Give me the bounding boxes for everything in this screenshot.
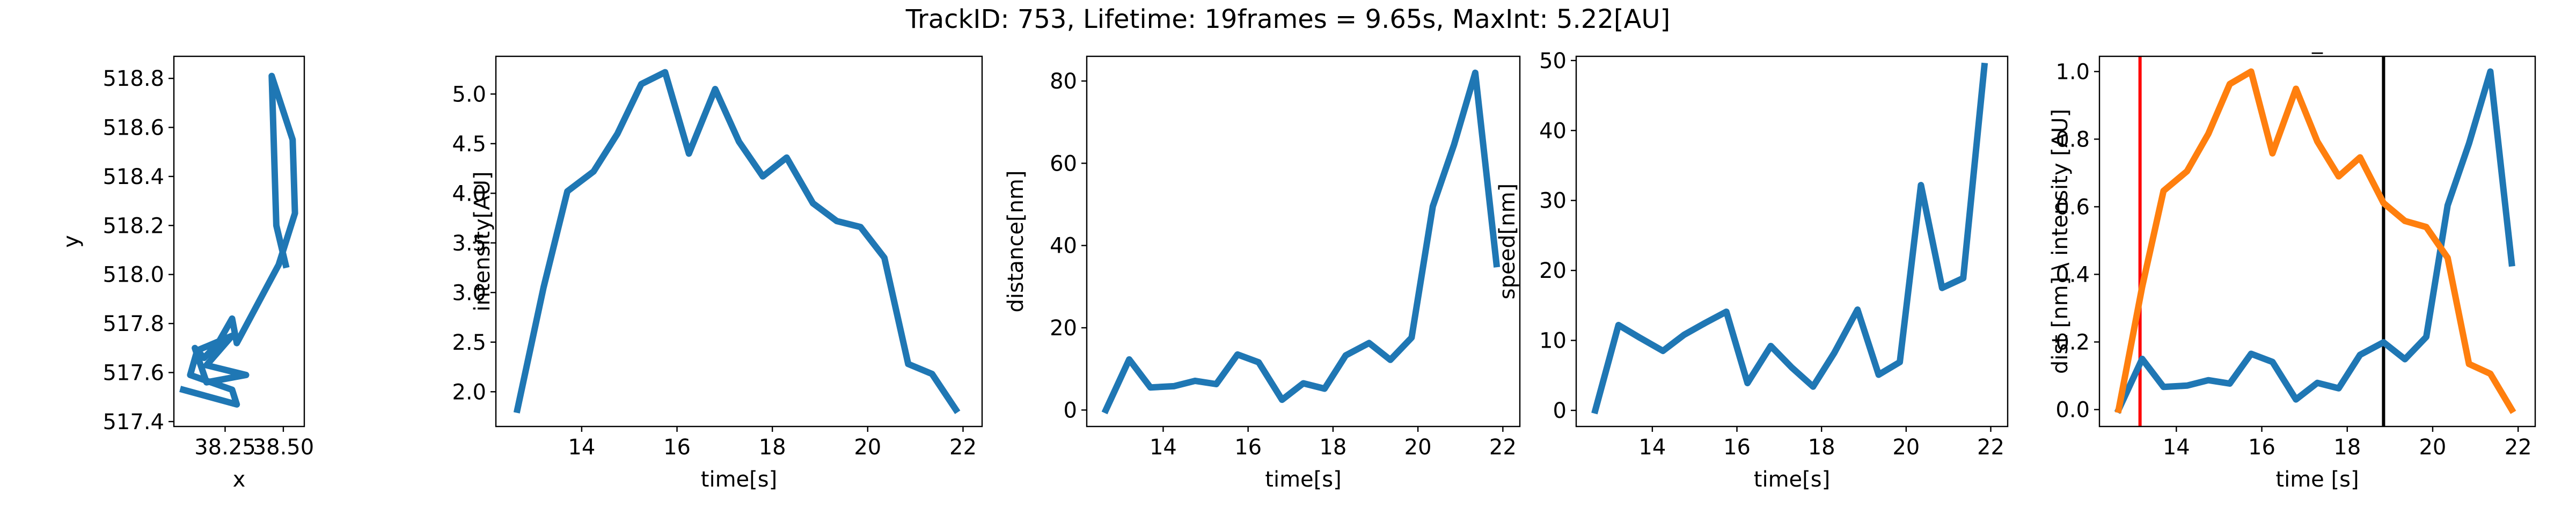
panel-4-xtick-label: 18 — [1808, 435, 1835, 460]
panel-2-xtick-label: 14 — [568, 435, 595, 460]
panel-3-ytick-label: 20 — [1050, 316, 1077, 341]
panel-5-ytick-label: 1.0 — [2055, 60, 2090, 84]
panel-2-xlabel: time[s] — [701, 467, 777, 492]
panel-3-xtick-label: 18 — [1319, 435, 1346, 460]
panel-5-ytick-label: 0.6 — [2055, 195, 2090, 219]
panel-5-xtick-label: 18 — [2333, 435, 2361, 460]
panel-3-ylabel: distance[nm] — [1004, 170, 1028, 312]
panel-3-xtick-label: 16 — [1234, 435, 1262, 460]
panel-2-xtick-label: 20 — [854, 435, 881, 460]
panel-5-ylabel: dist [nm] \ intensity [AU] — [2048, 109, 2073, 374]
panel-2-ytick-label: 3.5 — [452, 231, 486, 256]
panel-1-ytick-label: 517.4 — [103, 410, 164, 435]
panel-2-ytick-label: 2.5 — [452, 330, 486, 355]
panel-5-series-1-line — [2114, 68, 2515, 414]
panel-1-ytick-label: 518.8 — [103, 67, 164, 91]
panel-4-ytick-label: 40 — [1539, 119, 1567, 143]
panel-2-xtick-label: 22 — [949, 435, 977, 460]
panel-3-ytick-label: 80 — [1050, 69, 1077, 94]
panel-4-ytick-label: 50 — [1539, 49, 1567, 73]
panel-1-ytick-label: 517.6 — [103, 360, 164, 385]
panel-5-xtick-label: 16 — [2248, 435, 2275, 460]
panel-5-xtick-label: 14 — [2163, 435, 2190, 460]
panel-2-ylabel: intensity[AU] — [470, 171, 495, 311]
panel-5-series-2-line — [2114, 68, 2516, 414]
panel-4-xtick-label: 20 — [1892, 435, 1920, 460]
panel-4-ytick-label: 30 — [1539, 189, 1567, 214]
panel-1-series-1-line — [179, 72, 298, 408]
panel-4-xtick-label: 16 — [1723, 435, 1751, 460]
panel-4-ytick-label: 20 — [1539, 259, 1567, 283]
panel-1-xtick-label: 38.50 — [253, 435, 314, 460]
panel-1-ytick-label: 518.4 — [103, 165, 164, 189]
panel-5-ytick-label: 0.4 — [2055, 262, 2090, 287]
panel-1-axes-frame — [173, 55, 305, 428]
panel-1-xtick-label: 38.25 — [194, 435, 256, 460]
panel-3-ytick-label: 60 — [1050, 151, 1077, 176]
panel-1-ytick-label: 518.6 — [103, 116, 164, 141]
panel-4-xtick-label: 14 — [1638, 435, 1666, 460]
panel-1-ylabel: y — [59, 235, 84, 248]
panel-4-xtick-label: 22 — [1977, 435, 2004, 460]
panel-1-ytick-label: 518.0 — [103, 263, 164, 288]
panel-4-axes-frame — [1575, 55, 2009, 428]
panel-5-title: _ — [2311, 30, 2323, 54]
panel-2-series-1-line — [513, 69, 961, 414]
panel-1-ytick-label: 518.2 — [103, 214, 164, 238]
panel-5-ytick-label: 0.8 — [2055, 127, 2090, 152]
panel-5-xtick-label: 20 — [2419, 435, 2446, 460]
panel-3-xtick-label: 20 — [1404, 435, 1432, 460]
panel-3-xtick-label: 14 — [1150, 435, 1177, 460]
panel-4-xlabel: time[s] — [1754, 467, 1830, 492]
panel-3-axes-frame — [1086, 55, 1521, 428]
panel-5-xtick-label: 22 — [2505, 435, 2532, 460]
panel-3-ytick-label: 40 — [1050, 234, 1077, 259]
panel-2-xtick-label: 16 — [663, 435, 691, 460]
panel-5-axes-frame — [2098, 55, 2536, 428]
panel-1-xlabel: x — [233, 467, 246, 492]
panel-4-ytick-label: 10 — [1539, 329, 1567, 354]
panel-4-ylabel: speed[nm] — [1495, 183, 1520, 299]
panel-2-ytick-label: 2.0 — [452, 380, 486, 404]
panel-2-ytick-label: 4.5 — [452, 132, 486, 157]
panel-5-ytick-label: 0.2 — [2055, 330, 2090, 355]
panel-5-xlabel: time [s] — [2275, 467, 2359, 492]
panel-2-axes-frame — [495, 55, 983, 428]
panel-4-ytick-label: 0 — [1553, 399, 1567, 423]
panel-3-ytick-label: 0 — [1064, 398, 1077, 423]
panel-2-ytick-label: 5.0 — [452, 82, 486, 107]
figure-suptitle: TrackID: 753, Lifetime: 19frames = 9.65s… — [905, 4, 1671, 34]
panel-3-series-1-line — [1101, 69, 1501, 415]
panel-3-xtick-label: 22 — [1489, 435, 1517, 460]
panel-5-ytick-label: 0.0 — [2055, 398, 2090, 422]
panel-2-xtick-label: 18 — [759, 435, 786, 460]
panel-2-ytick-label: 4.0 — [452, 181, 486, 206]
panel-3-xlabel: time[s] — [1265, 467, 1341, 492]
panel-1-ytick-label: 517.8 — [103, 312, 164, 336]
panel-2-ytick-label: 3.0 — [452, 281, 486, 305]
panel-4-series-1-line — [1591, 62, 1988, 415]
